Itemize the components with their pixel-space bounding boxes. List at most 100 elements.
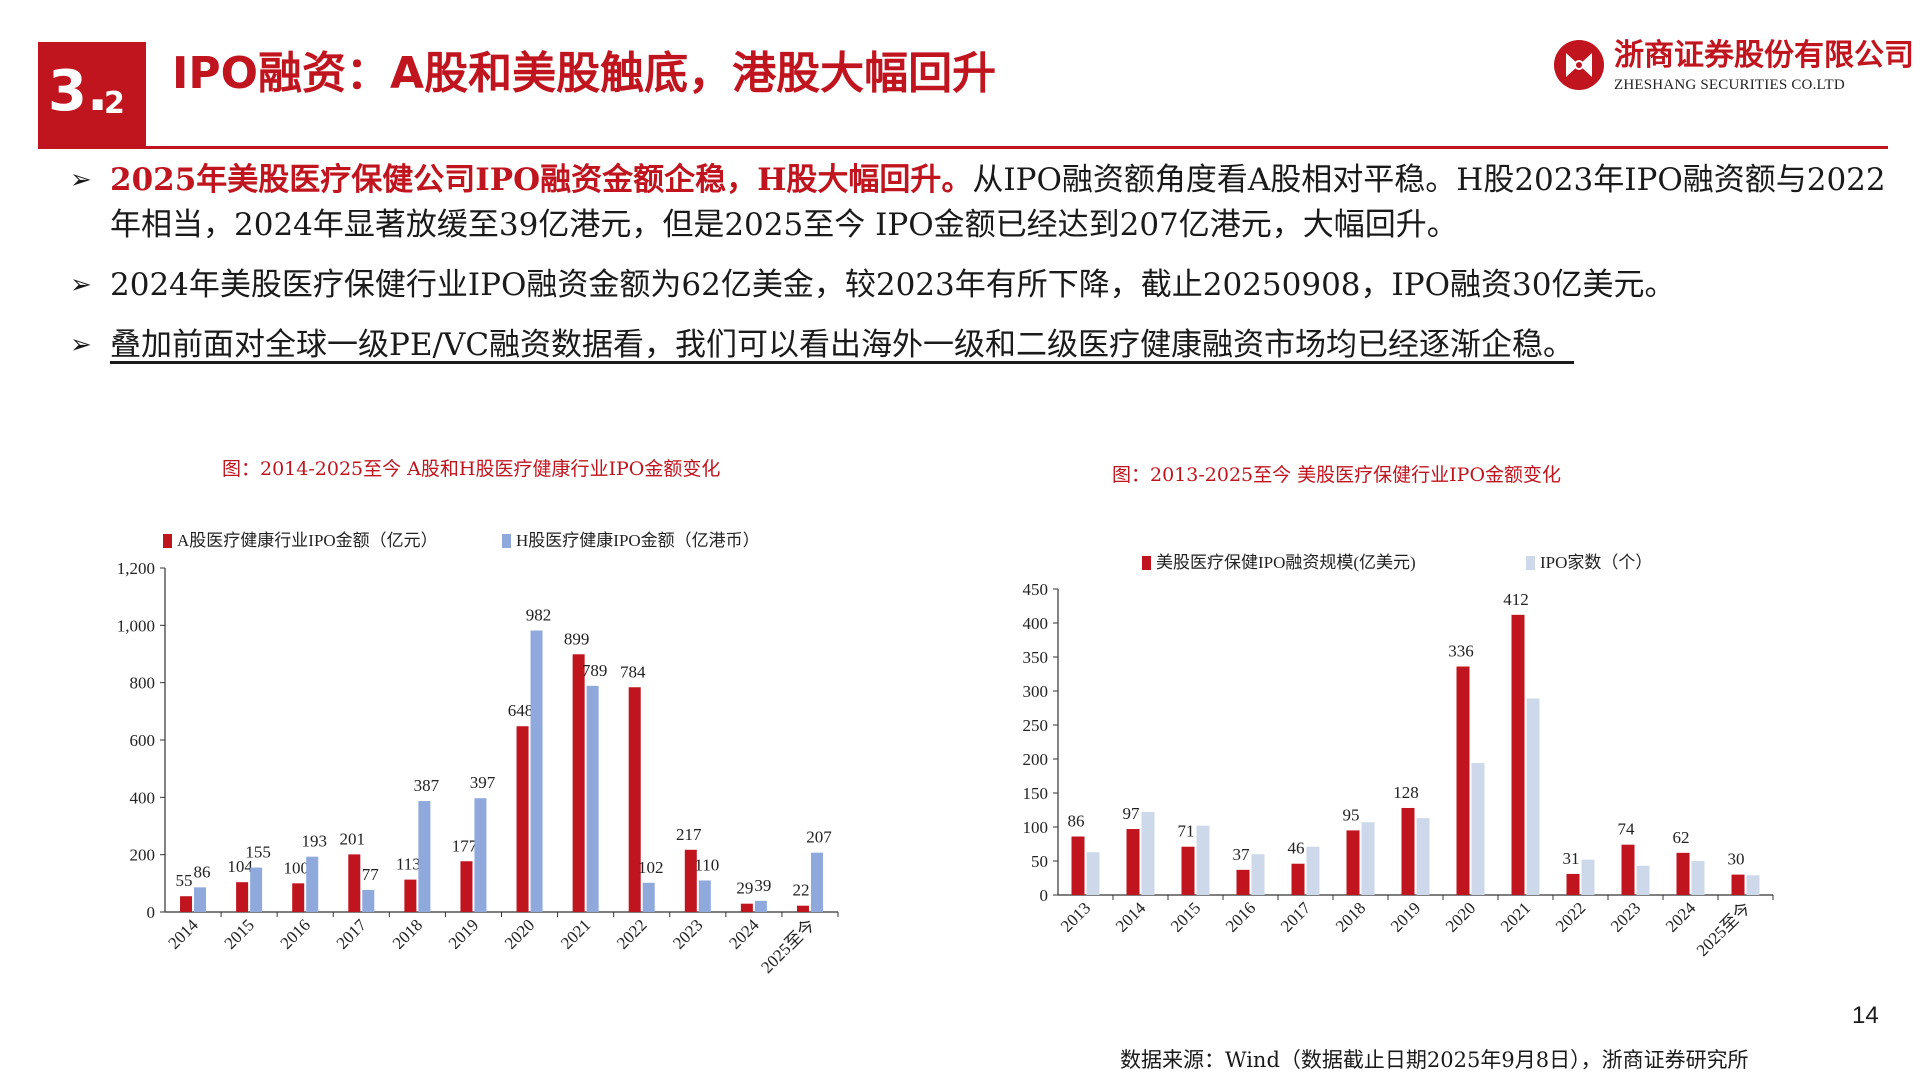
y-tick-label: 400 bbox=[130, 788, 156, 807]
x-tick-label: 2021 bbox=[1497, 898, 1534, 935]
data-label: 789 bbox=[582, 661, 608, 680]
header-divider bbox=[38, 146, 1888, 149]
y-tick-label: 400 bbox=[1023, 614, 1049, 633]
bar bbox=[1731, 874, 1745, 895]
bar bbox=[628, 687, 641, 912]
y-tick-label: 450 bbox=[1023, 580, 1049, 599]
data-label: 62 bbox=[1673, 828, 1690, 847]
data-label: 95 bbox=[1343, 805, 1360, 824]
data-source-note: 数据来源：Wind（数据截止日期2025年9月8日），浙商证券研究所 bbox=[1120, 1048, 1749, 1072]
x-tick-label: 2017 bbox=[1277, 898, 1315, 936]
bar bbox=[1691, 861, 1705, 895]
bar bbox=[698, 880, 711, 912]
data-label: 46 bbox=[1288, 839, 1305, 858]
bar bbox=[1676, 852, 1690, 895]
data-label: 899 bbox=[564, 629, 590, 648]
arrow-bullet-icon: ➢ bbox=[70, 270, 92, 300]
x-tick-label: 2015 bbox=[1167, 898, 1204, 935]
bar bbox=[236, 882, 249, 912]
data-label: 39 bbox=[754, 876, 771, 895]
bar bbox=[1196, 825, 1210, 895]
bar bbox=[1291, 863, 1305, 895]
chart-title-us-ipo: 图：2013-2025至今 美股医疗保健行业IPO金额变化 bbox=[1112, 464, 1562, 486]
page-title: IPO融资：A股和美股触底，港股大幅回升 bbox=[172, 48, 997, 99]
bar bbox=[1126, 829, 1140, 895]
data-label: 177 bbox=[452, 836, 478, 855]
data-label: 22 bbox=[792, 881, 809, 900]
data-label: 110 bbox=[694, 855, 719, 874]
data-label: 71 bbox=[1178, 822, 1195, 841]
bullet-emphasis: 2025年美股医疗保健公司IPO融资金额企稳，H股大幅回升。 bbox=[110, 162, 973, 198]
data-label: 201 bbox=[340, 829, 366, 848]
x-tick-label: 2014 bbox=[1112, 898, 1150, 936]
bar bbox=[1526, 698, 1540, 895]
bar bbox=[796, 905, 809, 912]
data-label: 86 bbox=[1068, 812, 1085, 831]
data-label: 86 bbox=[194, 862, 211, 881]
data-label: 784 bbox=[620, 662, 646, 681]
bar bbox=[810, 852, 823, 912]
y-tick-label: 800 bbox=[130, 674, 156, 693]
section-subnumber: 2 bbox=[104, 86, 125, 121]
data-label: 100 bbox=[283, 858, 309, 877]
data-label: 648 bbox=[508, 701, 534, 720]
chart-title-a-h-ipo: 图：2014-2025至今 A股和H股医疗健康行业IPO金额变化 bbox=[222, 458, 721, 480]
data-label: 193 bbox=[301, 832, 327, 851]
bar bbox=[194, 887, 207, 912]
y-tick-label: 350 bbox=[1023, 648, 1049, 667]
x-tick-label: 2013 bbox=[1057, 898, 1094, 935]
x-tick-label: 2018 bbox=[1332, 898, 1369, 935]
bar bbox=[1086, 852, 1100, 895]
data-label: 217 bbox=[676, 825, 702, 844]
data-label: 113 bbox=[396, 855, 421, 874]
bar bbox=[1071, 836, 1085, 895]
bar bbox=[348, 854, 361, 912]
bar bbox=[1636, 865, 1650, 895]
bar bbox=[1141, 812, 1155, 895]
bar bbox=[418, 801, 431, 912]
bar bbox=[250, 867, 263, 912]
data-label: 982 bbox=[526, 605, 552, 624]
bullet-text: 叠加前面对全球一级PE/VC融资数据看，我们可以看出海外一级和二级医疗健康融资市… bbox=[110, 327, 1575, 363]
section-badge: 3. 2 bbox=[38, 42, 146, 148]
x-tick-label: 2025至今 bbox=[1693, 898, 1755, 960]
x-tick-label: 2022 bbox=[1552, 898, 1589, 935]
y-tick-label: 100 bbox=[1023, 818, 1049, 837]
bar bbox=[530, 630, 543, 912]
bar bbox=[1471, 763, 1485, 895]
bar bbox=[642, 882, 655, 912]
bar bbox=[474, 798, 487, 912]
data-label: 397 bbox=[470, 773, 496, 792]
bar bbox=[1361, 822, 1375, 895]
x-tick-label: 2020 bbox=[1442, 898, 1479, 935]
bullet-text: 2024年美股医疗保健行业IPO融资金额为62亿美金，较2023年有所下降，截止… bbox=[110, 267, 1676, 303]
bar bbox=[362, 889, 375, 912]
legend-label: H股医疗健康IPO金额（亿港币） bbox=[516, 531, 760, 550]
data-label: 97 bbox=[1123, 804, 1141, 823]
legend-swatch bbox=[1142, 556, 1151, 570]
legend-swatch bbox=[1526, 556, 1535, 570]
bar bbox=[180, 896, 193, 912]
arrow-bullet-icon: ➢ bbox=[70, 330, 92, 360]
data-label: 128 bbox=[1393, 783, 1419, 802]
data-label: 77 bbox=[362, 865, 380, 884]
legend-swatch bbox=[502, 534, 511, 548]
x-tick-label: 2019 bbox=[1387, 898, 1424, 935]
bar bbox=[1581, 859, 1595, 895]
y-tick-label: 200 bbox=[130, 846, 156, 865]
section-number: 3. bbox=[48, 59, 109, 124]
bar bbox=[1346, 830, 1360, 895]
bar bbox=[1416, 818, 1430, 895]
bullet-list: ➢ 2025年美股医疗保健公司IPO融资金额企稳，H股大幅回升。从IPO融资额角… bbox=[70, 158, 1890, 383]
bar bbox=[1236, 869, 1250, 895]
zheshang-logo-icon bbox=[1554, 40, 1604, 90]
bar bbox=[1401, 807, 1415, 895]
bar bbox=[1306, 846, 1320, 895]
data-label: 29 bbox=[736, 879, 753, 898]
y-tick-label: 0 bbox=[1040, 886, 1049, 905]
data-label: 336 bbox=[1448, 642, 1474, 661]
bar bbox=[1251, 854, 1265, 895]
data-label: 37 bbox=[1233, 845, 1251, 864]
y-tick-label: 1,000 bbox=[117, 616, 155, 635]
y-tick-label: 0 bbox=[147, 903, 156, 922]
